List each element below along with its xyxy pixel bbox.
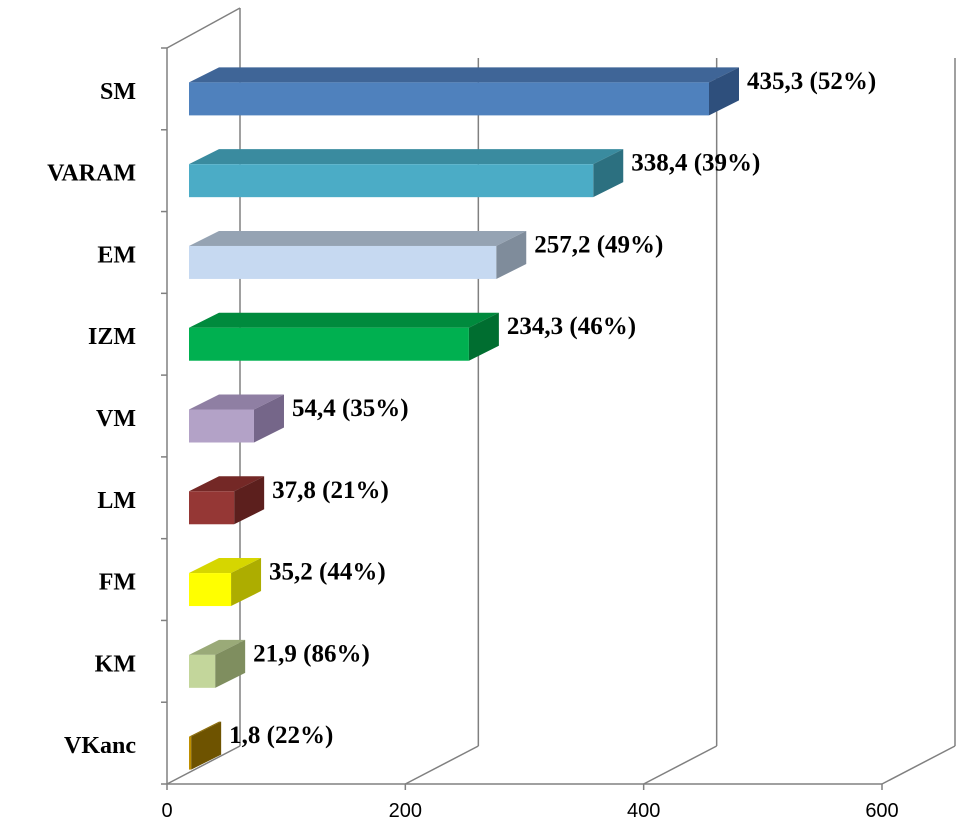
bar-top-face: [189, 476, 265, 492]
data-label: 35,2 (44%): [269, 559, 386, 586]
bar: [189, 230, 527, 279]
bar: [189, 394, 284, 443]
bar-front-face: [189, 736, 192, 770]
category-label: VARAM: [47, 161, 136, 187]
bar-top-face: [189, 230, 527, 246]
bar-side-face: [215, 639, 246, 688]
bar-side-face: [234, 476, 265, 525]
bar: [189, 476, 265, 525]
data-label: 234,3 (46%): [507, 313, 636, 340]
bar: [189, 721, 222, 770]
bar-side-face: [709, 67, 739, 116]
category-label: VKanc: [64, 733, 136, 759]
category-label: EM: [97, 242, 136, 268]
x-tick-label: 600: [865, 800, 898, 822]
data-label: 338,4 (39%): [631, 150, 760, 177]
data-label: 435,3 (52%): [747, 68, 876, 95]
bar-side-face: [468, 312, 499, 361]
category-label: KM: [95, 651, 136, 677]
bar-front-face: [189, 245, 497, 279]
x-tick-label: 400: [627, 800, 660, 822]
data-label: 21,9 (86%): [253, 640, 370, 667]
category-label: LM: [97, 488, 136, 514]
data-label: 37,8 (21%): [272, 477, 389, 504]
bar-top-face: [189, 639, 246, 655]
data-label: 1,8 (22%): [229, 722, 333, 749]
bar-front-face: [189, 654, 216, 688]
floor-gridline: [881, 745, 956, 785]
bar-top-face: [189, 67, 739, 83]
bar-front-face: [189, 573, 232, 607]
category-label: SM: [100, 79, 136, 105]
bar-side-face: [191, 721, 222, 770]
bar-side-face: [231, 558, 262, 607]
bar: [189, 312, 499, 361]
y-axis-wall-top: [166, 7, 241, 49]
bar-top-face: [189, 394, 284, 410]
data-label: 54,4 (35%): [292, 395, 409, 422]
data-label: 257,2 (49%): [534, 231, 663, 258]
bar: [189, 67, 739, 116]
bar-top-face: [189, 721, 222, 737]
bar-top-face: [189, 558, 262, 574]
floor-gridline: [643, 745, 718, 785]
axes: [161, 7, 883, 790]
x-tick-label: 200: [389, 800, 422, 822]
floor-gridline: [166, 745, 241, 785]
bar-side-face: [496, 230, 527, 279]
category-label: IZM: [88, 324, 136, 350]
bar-top-face: [189, 149, 624, 165]
bar-side-face: [593, 149, 624, 198]
bar-side-face: [253, 394, 284, 443]
labels: 0 200 400 600 SM 435,3 (52%) VARAM 338,4 (39%) E…: [47, 68, 899, 822]
category-label: FM: [99, 570, 136, 596]
bar: [189, 558, 262, 607]
category-label: VM: [96, 406, 136, 432]
bar-front-face: [189, 409, 254, 443]
bar: [189, 149, 624, 198]
floor-gridline: [404, 745, 479, 785]
bar-front-face: [189, 164, 594, 198]
bars: [189, 67, 739, 770]
bar-front-face: [189, 491, 235, 525]
x-tick-label: 0: [161, 800, 172, 822]
bar-front-face: [189, 82, 709, 116]
bar-front-face: [189, 327, 469, 361]
bar: [189, 639, 246, 688]
bar-top-face: [189, 312, 499, 328]
